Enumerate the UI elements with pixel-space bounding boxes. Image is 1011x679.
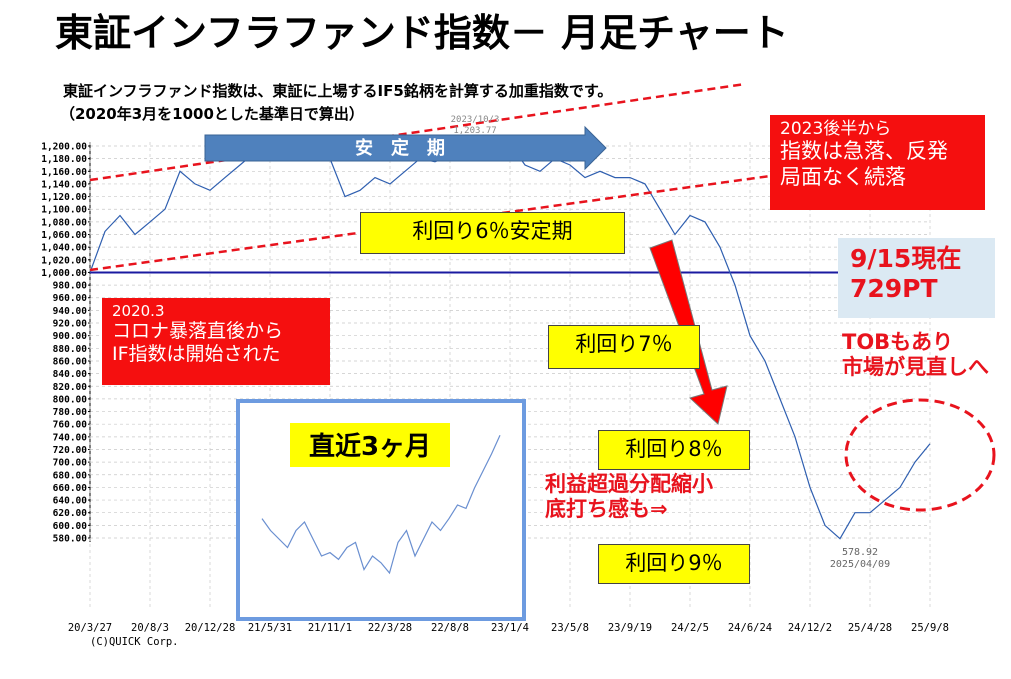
y-tick-label: 820.00 [53,382,88,393]
y-tick-label: 1,120.00 [41,192,87,203]
y-tick-label: 680.00 [53,470,88,481]
chart-title: 東証インフラファンド指数－ 月足チャート [55,11,789,55]
y-tick-label: 1,000.00 [41,268,87,279]
y-tick-label: 940.00 [53,306,88,317]
trend-line [89,82,746,182]
x-tick-label: 20/12/28 [185,622,236,634]
yield-box: 利回り6％安定期 [360,212,625,254]
x-tick-label: 22/8/8 [431,622,469,634]
inset-title: 直近3ヶ月 [309,432,431,462]
x-tick-label: 24/12/2 [788,622,832,634]
y-tick-label: 660.00 [53,483,88,494]
x-tick-label: 23/1/4 [491,622,529,634]
subtitle: （2020年3月を1000とした基準日で算出） [60,105,364,123]
y-tick-label: 780.00 [53,407,88,418]
note-text: 2020.3 [112,302,165,320]
y-tick-label: 1,180.00 [41,154,87,165]
x-tick-label: 20/8/3 [131,622,169,634]
x-tick-label: 23/9/19 [608,622,652,634]
y-tick-label: 1,080.00 [41,217,87,228]
current-text: 9/15現在 [850,244,962,273]
y-tick-label: 1,040.00 [41,243,87,254]
y-tick-label: 1,140.00 [41,179,87,190]
yield-box: 利回り8％ [598,430,750,470]
x-tick-label: 23/5/8 [551,622,589,634]
x-tick-label: 24/2/5 [671,622,709,634]
y-tick-label: 760.00 [53,420,88,431]
min-label: 578.92 [842,547,878,558]
y-tick-label: 600.00 [53,521,88,532]
y-tick-label: 960.00 [53,293,88,304]
y-tick-label: 700.00 [53,458,88,469]
x-tick-label: 25/9/8 [911,622,949,634]
note-text: 市場が見直しへ [842,355,989,380]
max-label: 2023/10/3 [451,115,500,125]
note-text: IF指数は開始された [112,342,281,365]
max-label: 1,203.77 [453,126,496,136]
y-tick-label: 840.00 [53,369,88,380]
y-tick-label: 880.00 [53,344,88,355]
y-tick-label: 1,060.00 [41,230,87,241]
note-box: 2020.3 コロナ暴落直後から IF指数は開始された [102,298,330,385]
x-tick-label: 25/4/28 [848,622,892,634]
y-tick-label: 620.00 [53,508,88,519]
y-tick-label: 1,020.00 [41,255,87,266]
x-tick-label: 21/11/1 [308,622,352,634]
y-tick-label: 1,160.00 [41,167,87,178]
x-tick-label: 22/3/28 [368,622,412,634]
current-text: 729PT [850,274,938,303]
credit: (C)QUICK Corp. [90,636,179,648]
y-tick-label: 860.00 [53,356,88,367]
highlight-ellipse [844,398,996,512]
note-text: 局面なく続落 [780,164,906,189]
note-box: 2023後半から 指数は急落、反発 局面なく続落 [770,115,985,210]
subtitle: 東証インフラファンド指数は、東証に上場するIF5銘柄を計算する加重指数です。 [63,82,612,100]
note-text: TOBもあり [842,330,954,354]
current-box: 9/15現在 729PT [838,238,995,318]
inset-title-box [290,423,450,467]
yield-box: 利回り7％ [548,325,700,369]
y-tick-label: 980.00 [53,281,88,292]
stable-arrow [204,125,607,171]
note-text: 利益超過分配縮小 [545,472,713,496]
tob-note: TOBもあり 市場が見直しへ [842,330,1011,380]
y-tick-label: 640.00 [53,496,88,507]
stable-label: 安 定 期 [355,137,445,159]
y-tick-label: 720.00 [53,445,88,456]
x-tick-label: 21/5/31 [248,622,292,634]
note-text: 2023後半から [780,119,892,139]
y-tick-label: 900.00 [53,331,88,342]
x-tick-label: 20/3/27 [68,622,112,634]
y-tick-label: 920.00 [53,319,88,330]
note-text: 底打ち感も⇒ [545,497,668,522]
yield-box: 利回り9％ [598,544,750,584]
y-tick-label: 740.00 [53,432,88,443]
note-text: コロナ暴落直後から [112,320,284,342]
y-tick-label: 580.00 [53,534,88,545]
dist-note: 利益超過分配縮小 底打ち感も⇒ [545,472,785,522]
y-tick-label: 800.00 [53,394,88,405]
series-line [261,435,501,575]
min-label: 2025/04/09 [830,559,890,570]
note-text: 指数は急落、反発 [780,139,948,164]
y-tick-label: 1,200.00 [41,142,87,153]
x-tick-label: 24/6/24 [728,622,772,634]
y-tick-label: 1,100.00 [41,205,87,216]
